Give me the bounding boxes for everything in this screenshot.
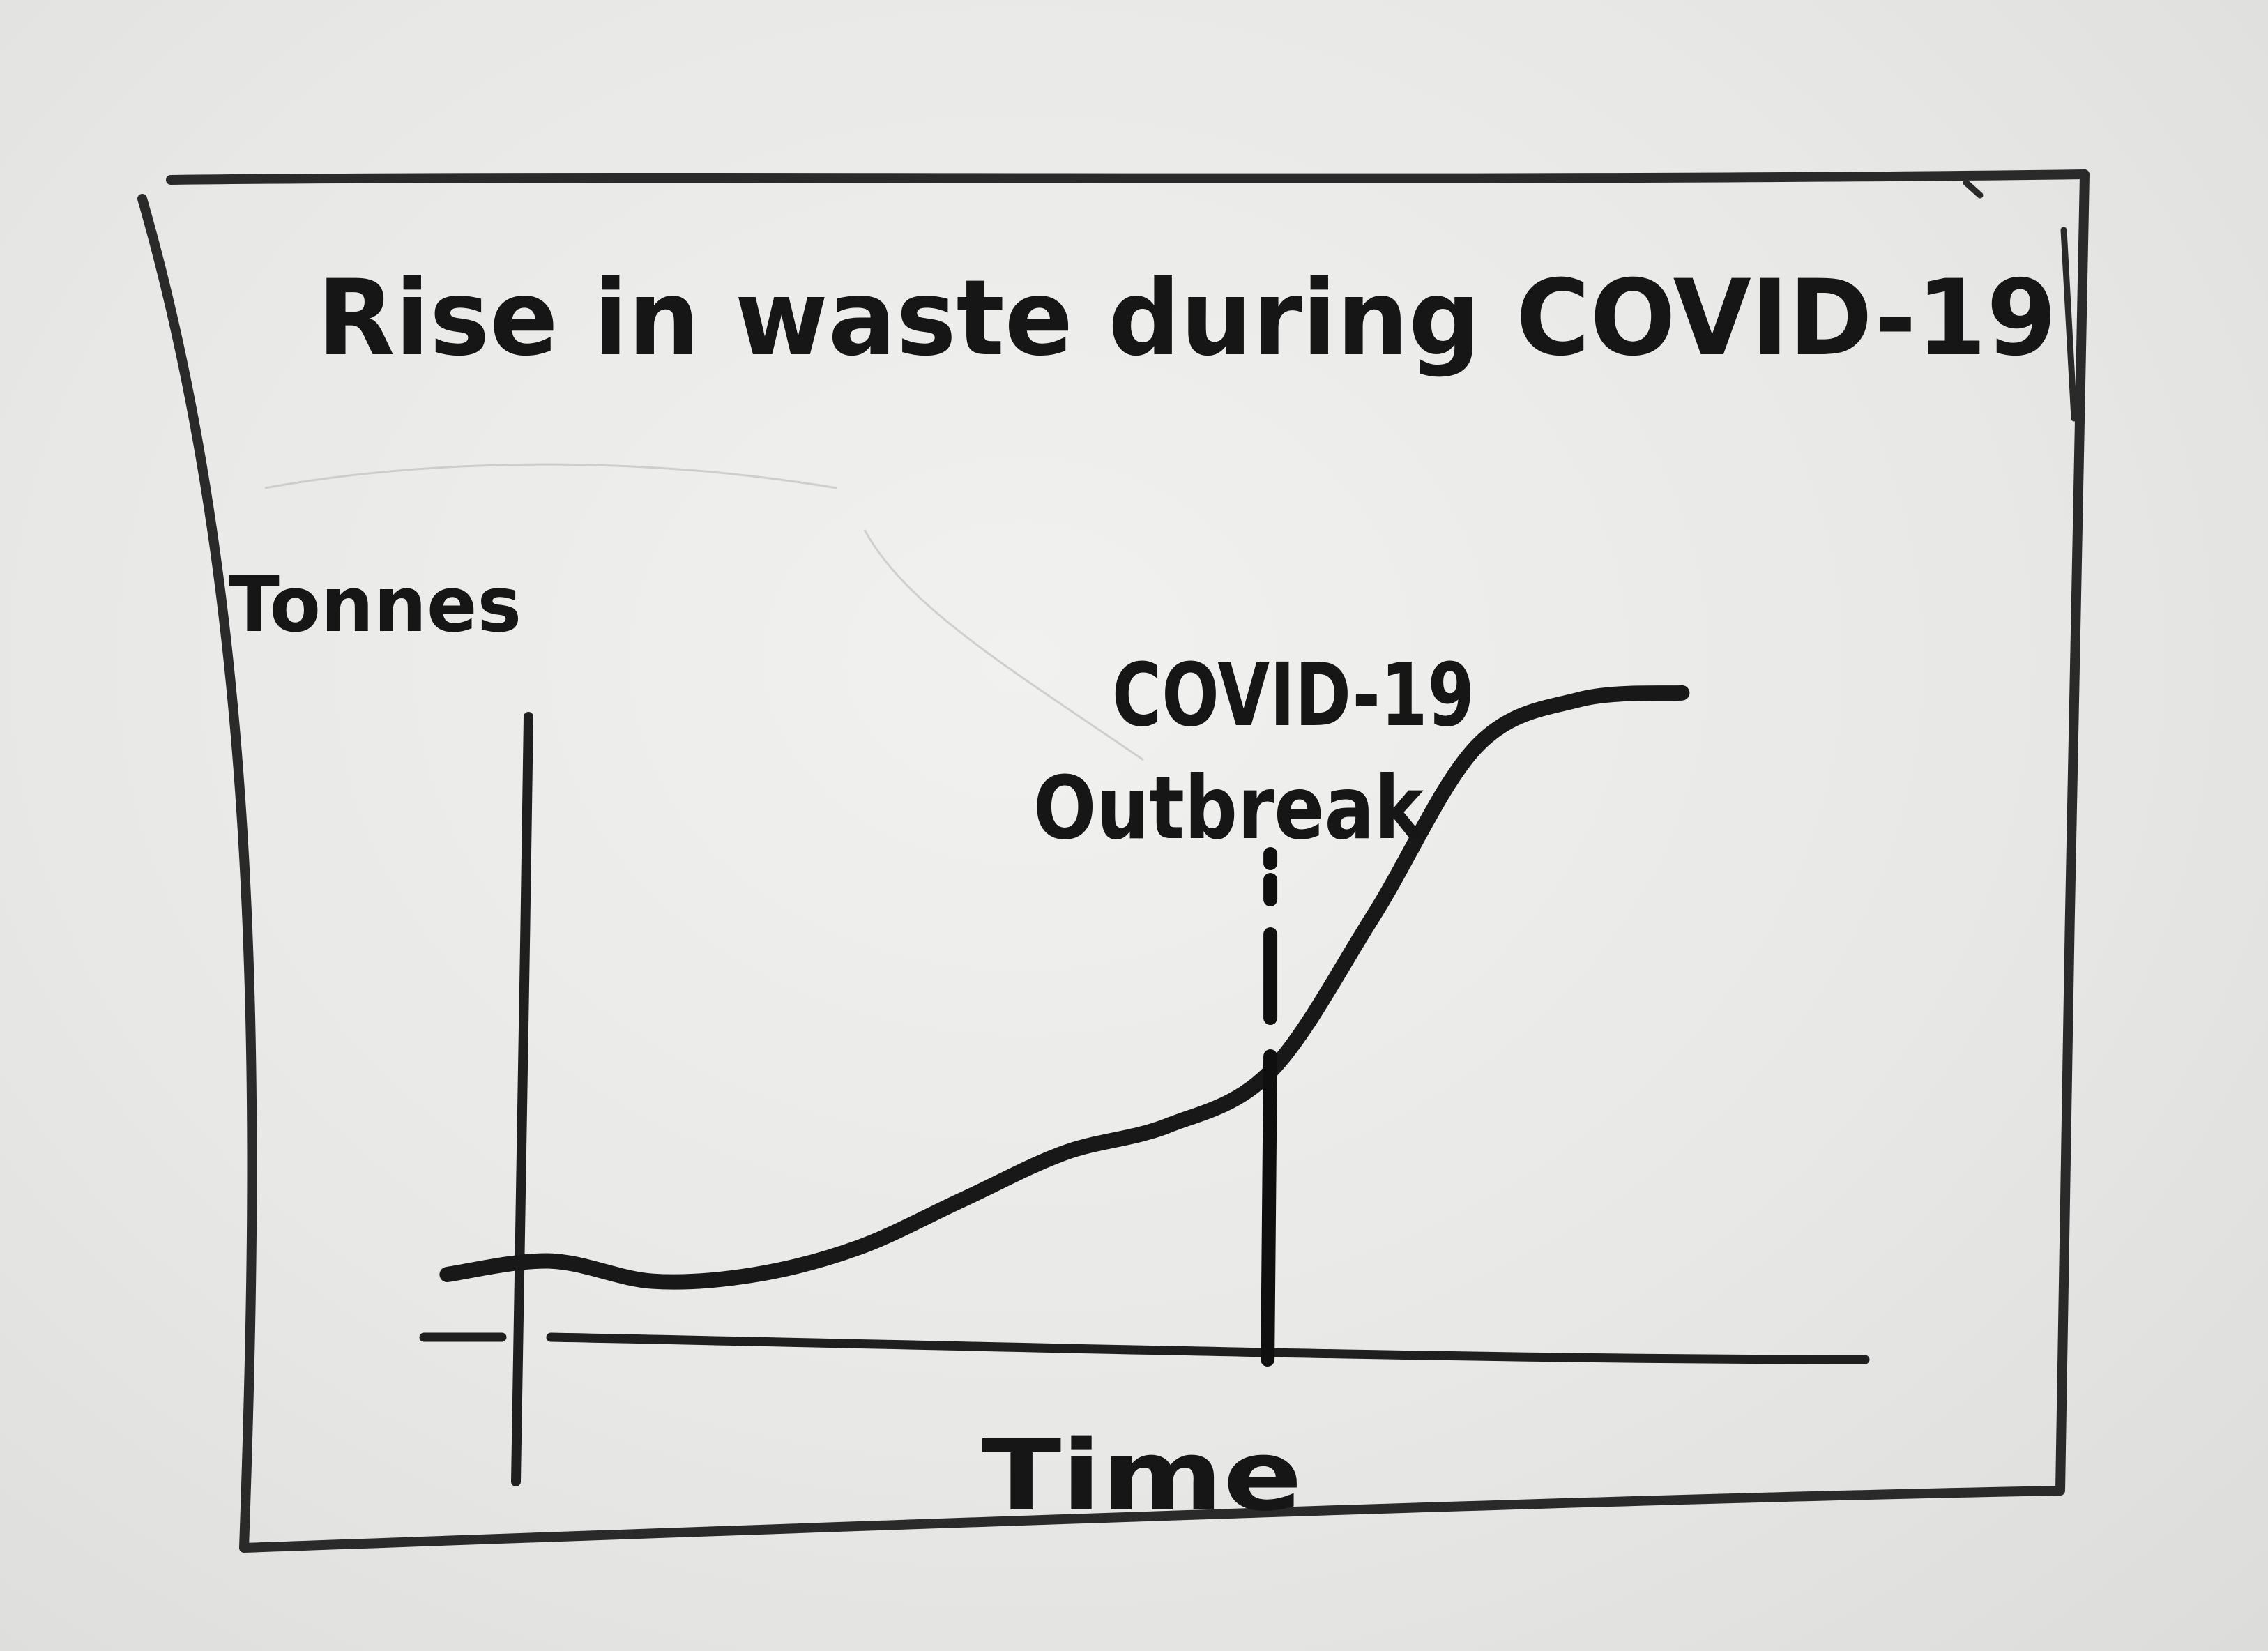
smudge-mark [863, 529, 1144, 761]
y-axis-label: Tonnes [229, 560, 522, 649]
plot-area [439, 685, 1690, 1367]
frame-border-overlap [1963, 179, 2078, 422]
smudge-mark [264, 463, 837, 489]
x-axis-label: Time [982, 1420, 1302, 1533]
annotation-label-line2: Outbreak [1033, 758, 1425, 859]
annotation-marker-line-segment [1261, 1049, 1278, 1367]
annotation-label-line1: COVID-19 [1112, 645, 1475, 746]
chart-title: Rise in waste during COVID-19 [317, 258, 2057, 379]
series-line-waste [439, 685, 1690, 1290]
x-axis [419, 1332, 1870, 1364]
y-axis [511, 712, 533, 1486]
frame-border [137, 169, 2090, 1553]
